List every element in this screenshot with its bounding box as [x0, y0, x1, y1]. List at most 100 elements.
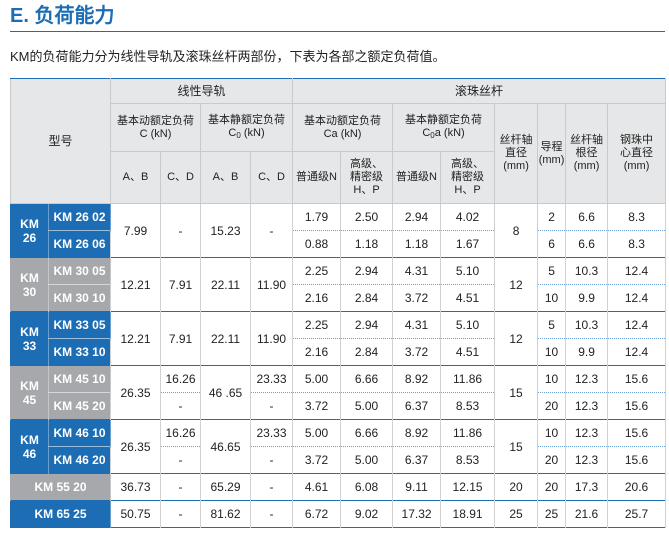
- screw-static-n-value: 6.37: [392, 446, 442, 474]
- table-row: KM 30 KM 30 05 12.21 7.91 22.11 11.90 2.25 2.94…: [10, 257, 667, 312]
- model-number: KM 30 10: [47, 284, 112, 312]
- guide-static-cd-header: C、D: [250, 151, 294, 204]
- ball-center-diameter-value: 8.3: [607, 230, 667, 258]
- root-diameter-value: 10.3: [565, 311, 609, 339]
- guide-dynamic-load-header: 基本动额定负荷 C (kN): [110, 103, 202, 152]
- screw-dynamic-hp-value: 6.66: [340, 419, 394, 447]
- root-diameter-label: 丝杆轴 根径 (mm): [570, 134, 604, 172]
- screw-dynamic-n-value: 2.16: [292, 284, 342, 312]
- screw-dynamic-n-value: 3.72: [292, 392, 342, 420]
- screw-static-hp-value: 5.10: [440, 257, 496, 285]
- guide-dynamic-ab-header: A、B: [110, 151, 162, 204]
- guide-static-load-unit: (kN): [240, 126, 265, 139]
- guide-dynamic-cd-value: 16.26: [160, 419, 202, 447]
- guide-static-ab-header: A、B: [200, 151, 252, 204]
- model-number: KM 30 05: [47, 257, 112, 285]
- screw-dynamic-n-value: 5.00: [292, 365, 342, 393]
- screw-static-n-value: 3.72: [392, 338, 442, 366]
- screw-diameter-value: 12: [494, 311, 539, 366]
- screw-static-n-value: 1.18: [392, 230, 442, 258]
- screw-static-hp-value: 12.15: [440, 473, 496, 501]
- guide-static-load-header: 基本静额定负荷 C0 (kN): [200, 103, 294, 152]
- lead-value: 2: [537, 203, 567, 231]
- screw-dynamic-hp-value: 1.18: [340, 230, 394, 258]
- screw-static-load-header: 基本静额定负荷 C0a (kN): [392, 103, 496, 152]
- table-row: KM 46 20- -3.72 5.00 6.37 8.53 20 12.3 15.6: [11, 446, 667, 474]
- lead-value: 5: [537, 257, 567, 285]
- screw-dynamic-hp-value: 6.66: [340, 365, 394, 393]
- screw-diameter-value: 15: [494, 365, 539, 420]
- screw-dynamic-load-label: 基本动额定负荷: [304, 114, 382, 127]
- screw-static-high-precision-label: 高级、 精密级 H、P: [451, 158, 485, 196]
- guide-static-ab-value: 15.23: [200, 203, 252, 258]
- root-diameter-value: 9.9: [565, 284, 609, 312]
- screw-dynamic-hp-value: 2.50: [340, 203, 394, 231]
- root-diameter-value: 21.6: [565, 500, 609, 528]
- model-header: 型号: [9, 78, 112, 204]
- screw-static-hp-value: 8.53: [440, 392, 496, 420]
- lead-value: 20: [537, 446, 567, 474]
- guide-dynamic-cd-value: 16.26: [160, 365, 202, 393]
- guide-dynamic-cd-value: -: [160, 203, 202, 258]
- model-group-label: KM 33: [10, 311, 49, 366]
- screw-dynamic-hp-value: 6.08: [340, 473, 394, 501]
- model-number: KM 26 02: [47, 203, 112, 231]
- screw-dynamic-n-value: 0.88: [292, 230, 342, 258]
- ball-center-diameter-value: 12.4: [607, 284, 667, 312]
- screw-dynamic-n-value: 2.25: [292, 257, 342, 285]
- screw-static-normal-header: 普通级N: [392, 151, 442, 204]
- guide-dynamic-load-label: 基本动额定负荷: [117, 114, 195, 127]
- model-number: KM 46 10: [47, 419, 112, 447]
- guide-static-cd-value: -: [250, 473, 294, 501]
- screw-static-load-symbol: C: [422, 126, 431, 139]
- screw-static-n-value: 8.92: [392, 419, 442, 447]
- guide-dynamic-cd-header: C、D: [160, 151, 202, 204]
- table-row: KM 46 KM 46 10 26.35 16.26 46.65 23.33 5.00 6.6…: [10, 419, 667, 474]
- table-row: KM 65 25 50.75-81.62-6.72 9.02 17.32 18.91 25…: [9, 500, 667, 528]
- guide-dynamic-cd-value: -: [160, 500, 202, 528]
- root-diameter-header: 丝杆轴 根径 (mm): [565, 103, 609, 204]
- ball-screw-header: 滚珠丝杆: [292, 78, 667, 104]
- screw-diameter-value: 25: [494, 500, 539, 528]
- screw-dynamic-hp-value: 5.00: [340, 446, 394, 474]
- linear-guide-header: 线性导轨: [110, 78, 294, 104]
- screw-static-hp-value: 4.51: [440, 338, 496, 366]
- guide-static-cd-value: -: [250, 500, 294, 528]
- screw-dynamic-n-value: 4.61: [292, 473, 342, 501]
- screw-dynamic-n-value: 2.25: [292, 311, 342, 339]
- load-capacity-table: 型号 线性导轨 滚珠丝杆 基本动额定负荷 C (kN) 基本静额定负荷 C0 (kN…: [9, 78, 667, 528]
- root-diameter-value: 12.3: [565, 446, 609, 474]
- screw-dynamic-normal-header: 普通级N: [292, 151, 342, 204]
- lead-value: 10: [537, 365, 567, 393]
- guide-static-cd-value: -: [250, 446, 294, 474]
- screw-dynamic-load-unit: Ca (kN): [323, 127, 362, 140]
- screw-static-load-label: 基本静额定负荷: [405, 113, 483, 126]
- root-diameter-value: 6.6: [565, 230, 609, 258]
- screw-static-n-value: 8.92: [392, 365, 442, 393]
- model-group-label: KM 30: [10, 257, 49, 312]
- guide-dynamic-load-unit: C (kN): [139, 127, 172, 140]
- guide-dynamic-ab-value: 12.21: [110, 257, 162, 312]
- screw-static-n-value: 2.94: [392, 203, 442, 231]
- screw-static-n-value: 6.37: [392, 392, 442, 420]
- table-row: KM 30 10 2.16 2.84 3.72 4.51 10 9.9 12.4: [11, 284, 667, 312]
- screw-static-load-subscript: 0: [430, 130, 435, 140]
- model-number: KM 65 25: [9, 500, 112, 528]
- lead-value: 10: [537, 284, 567, 312]
- guide-static-load-label: 基本静额定负荷: [208, 113, 286, 126]
- title-underline: [10, 31, 665, 32]
- lead-value: 10: [537, 338, 567, 366]
- guide-static-load-symbol: C: [228, 126, 237, 139]
- table-row: KM 33 10 2.16 2.84 3.72 4.51 10 9.9 12.4: [11, 338, 667, 366]
- screw-dynamic-n-value: 2.16: [292, 338, 342, 366]
- guide-dynamic-ab-value: 12.21: [110, 311, 162, 366]
- guide-static-cd-value: 11.90: [250, 311, 294, 366]
- screw-diameter-value: 8: [494, 203, 539, 258]
- screw-static-high-precision-header: 高级、 精密级 H、P: [440, 151, 496, 204]
- ball-center-diameter-value: 15.6: [607, 365, 667, 393]
- table-row: KM 45 20- -3.72 5.00 6.37 8.53 20 12.3 15.6: [11, 392, 667, 420]
- screw-diameter-value: 12: [494, 257, 539, 312]
- screw-static-n-value: 3.72: [392, 284, 442, 312]
- root-diameter-value: 12.3: [565, 365, 609, 393]
- ball-center-diameter-value: 12.4: [607, 338, 667, 366]
